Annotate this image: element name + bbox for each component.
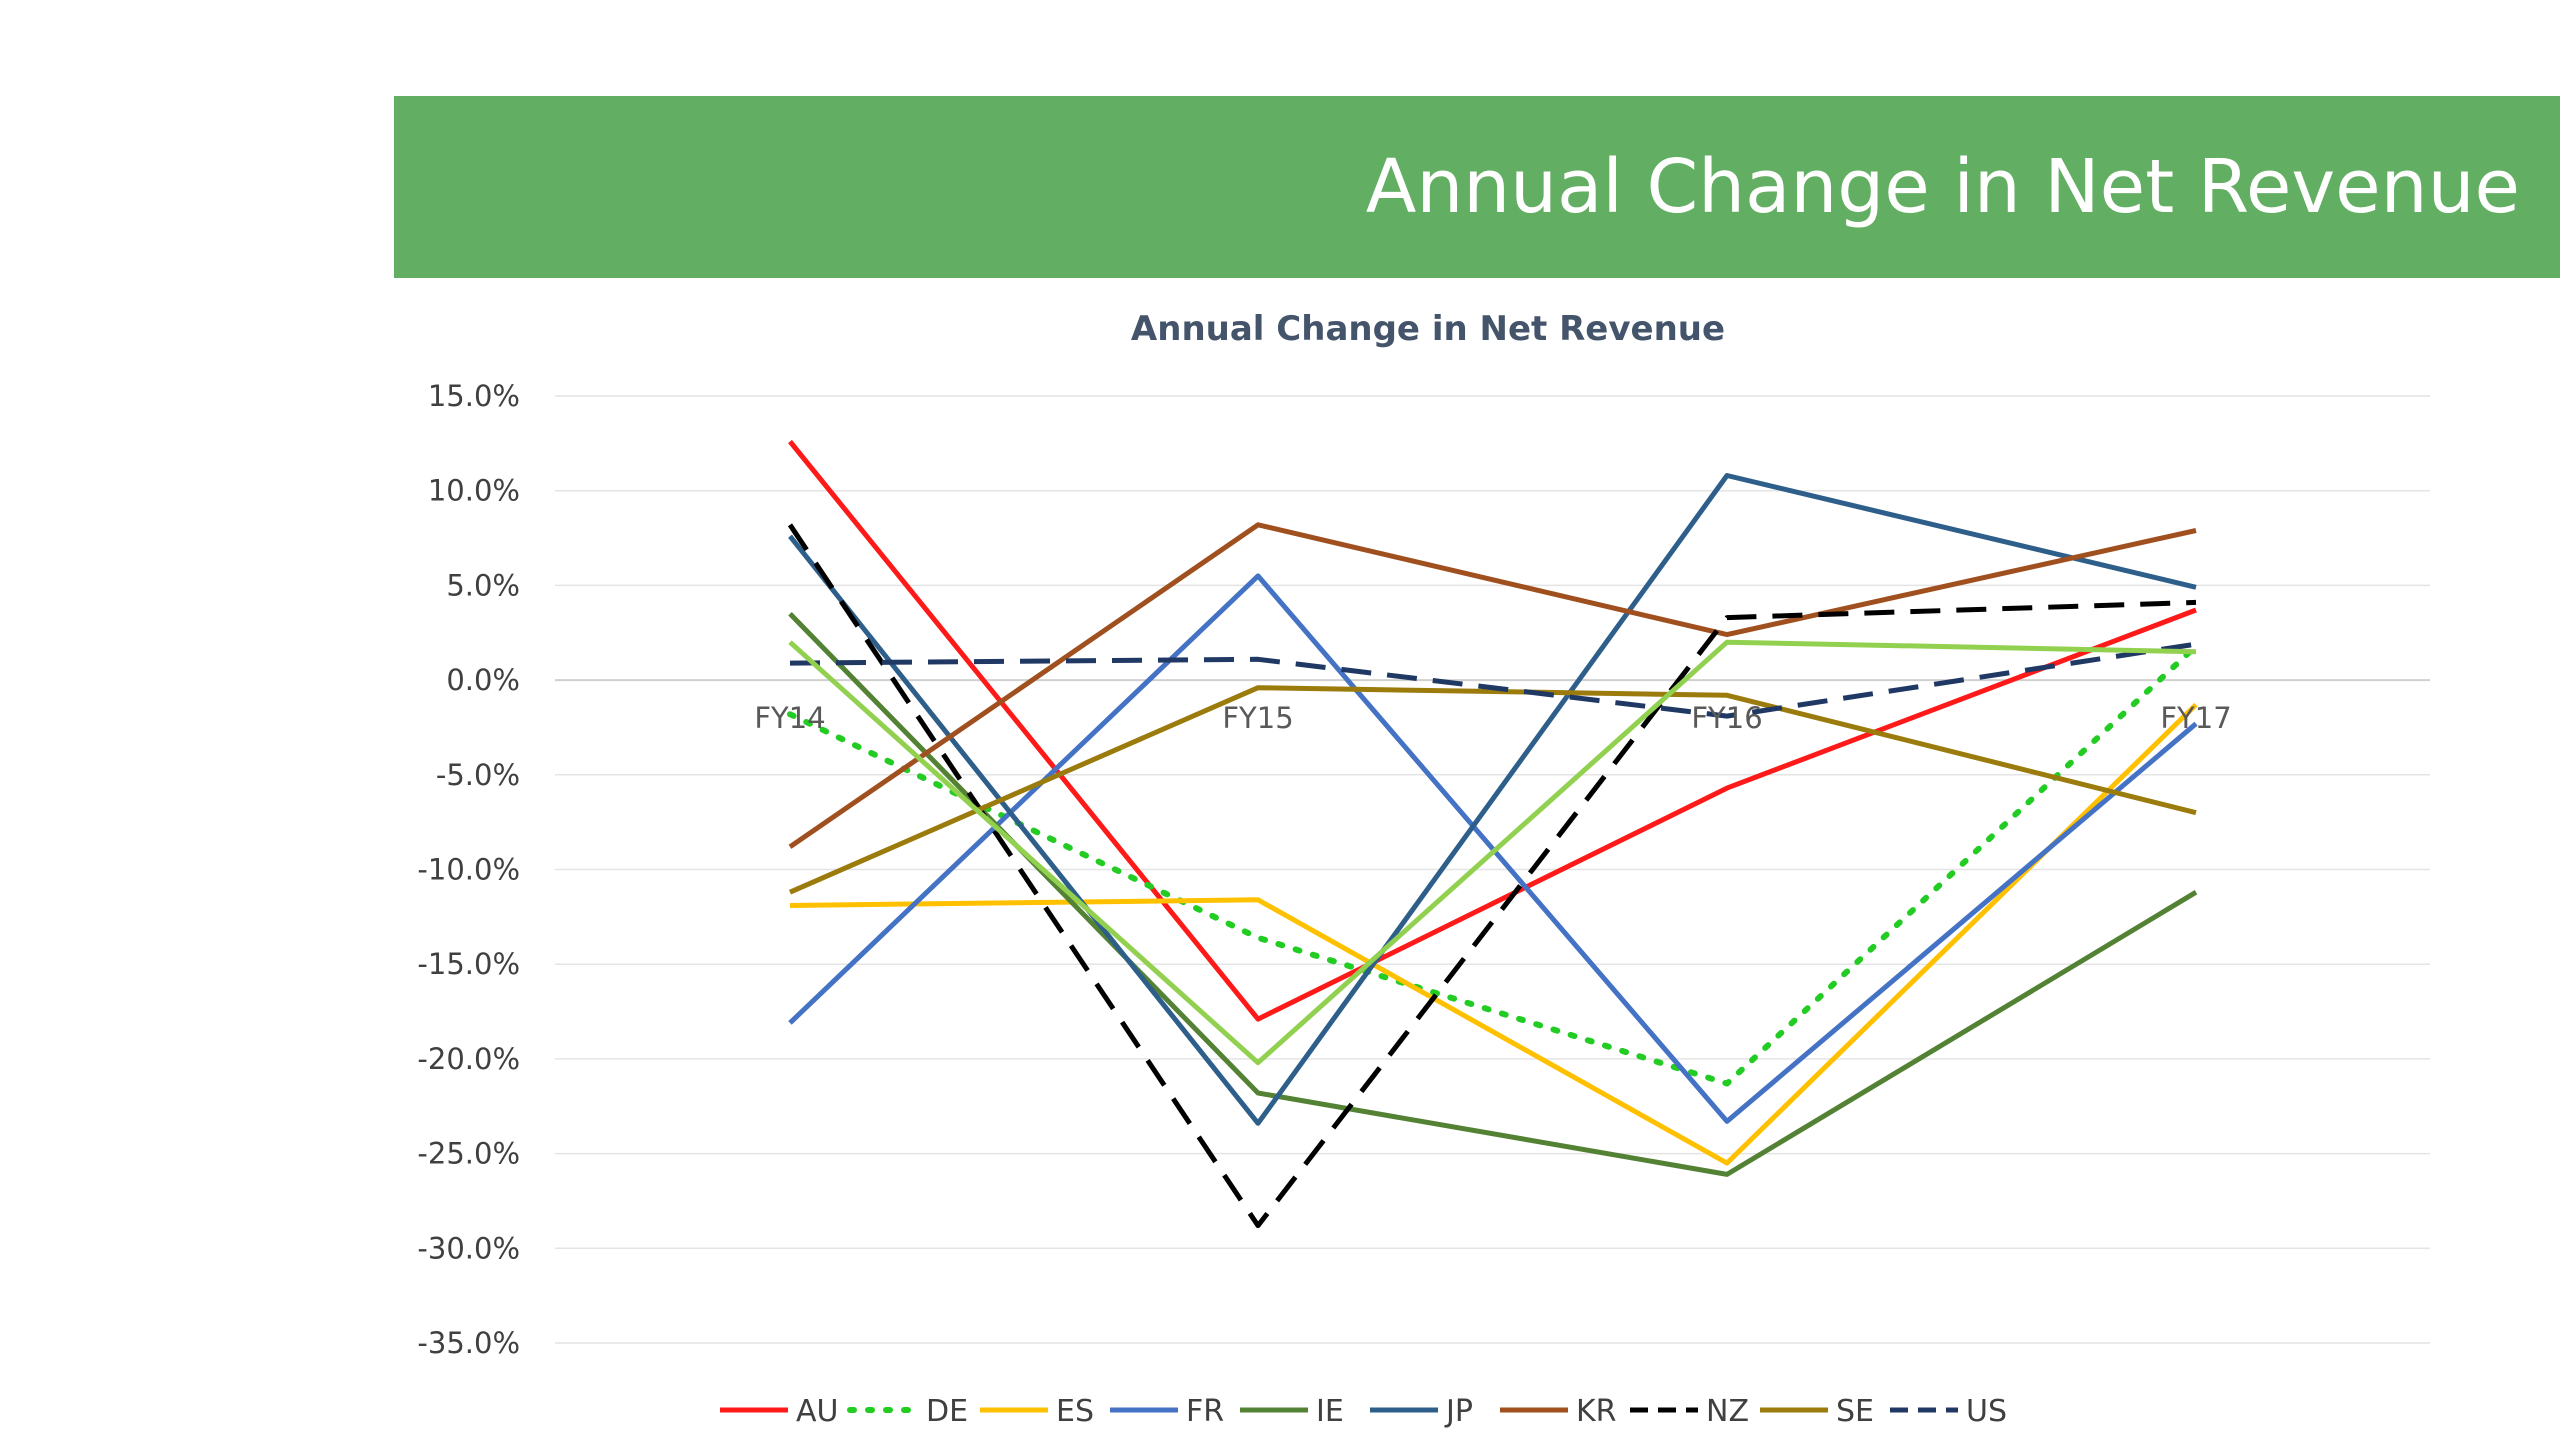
- series-line-de: [787, 643, 2199, 1087]
- x-category-label: FY16: [1691, 701, 1762, 735]
- legend-label: IE: [1316, 1394, 1344, 1429]
- x-category-label: FY15: [1222, 701, 1293, 735]
- legend-item-ie: IE: [1240, 1394, 1344, 1429]
- x-axis-categories: FY14 FY15 FY16 FY17: [754, 701, 2231, 735]
- series-line-jp: [788, 473, 2197, 1126]
- y-tick-label: -30.0%: [417, 1231, 520, 1265]
- gridlines: [555, 395, 2430, 1344]
- y-tick-label: -20.0%: [417, 1042, 520, 1076]
- legend-label: KR: [1576, 1394, 1617, 1429]
- x-category-label: FY17: [2160, 701, 2231, 735]
- legend-item-es: ES: [980, 1394, 1094, 1429]
- legend-label: JP: [1444, 1394, 1473, 1429]
- y-tick-label: -10.0%: [417, 853, 520, 887]
- banner-title: Annual Change in Net Revenue: [1365, 144, 2520, 230]
- y-tick-label: 5.0%: [446, 568, 520, 602]
- legend-item-de: DE: [847, 1394, 968, 1429]
- title-banner: Annual Change in Net Revenue: [394, 96, 2560, 278]
- y-tick-label: 0.0%: [446, 663, 520, 697]
- series-line-fr: [788, 573, 2198, 1124]
- series-line-au: [788, 439, 2197, 1022]
- legend-item-se: SE: [1760, 1394, 1874, 1429]
- legend-label: AU: [796, 1394, 838, 1429]
- legend-item-jp: JP: [1370, 1394, 1473, 1429]
- series-line-kr: [788, 522, 2197, 849]
- series-line-nz: [787, 523, 2197, 1229]
- series-line-es: [789, 702, 2198, 1166]
- legend-label: FR: [1186, 1394, 1224, 1429]
- legend-item-au: AU: [720, 1394, 838, 1429]
- series-line-se: [788, 685, 2197, 895]
- y-axis-ticks: 15.0% 10.0% 5.0% 0.0% -5.0% -10.0% -15.0% -20.0…: [417, 379, 520, 1360]
- legend-item-nz: NZ: [1630, 1394, 1749, 1429]
- y-tick-label: 10.0%: [428, 474, 520, 508]
- y-tick-label: -5.0%: [436, 758, 520, 792]
- series-line-us: [789, 641, 2197, 719]
- legend-item-us: US: [1890, 1394, 2007, 1429]
- series-line-unlabeled: [788, 639, 2197, 1066]
- y-tick-label: -15.0%: [417, 947, 520, 981]
- y-tick-label: 15.0%: [428, 379, 520, 413]
- y-tick-label: -35.0%: [417, 1326, 520, 1360]
- legend-label: NZ: [1706, 1394, 1749, 1429]
- legend-label: US: [1966, 1394, 2007, 1429]
- legend-label: DE: [926, 1394, 968, 1429]
- legend-label: ES: [1056, 1394, 1094, 1429]
- legend-label: SE: [1836, 1394, 1874, 1429]
- y-tick-label: -25.0%: [417, 1137, 520, 1171]
- legend-item-fr: FR: [1110, 1394, 1224, 1429]
- legend-item-kr: KR: [1500, 1394, 1617, 1429]
- series-lines: [787, 439, 2199, 1229]
- x-category-label: FY14: [754, 701, 825, 735]
- chart-title: Annual Change in Net Revenue: [1131, 309, 1725, 349]
- legend: AU DE ES FR IE JP KR NZ SE US: [720, 1394, 2007, 1429]
